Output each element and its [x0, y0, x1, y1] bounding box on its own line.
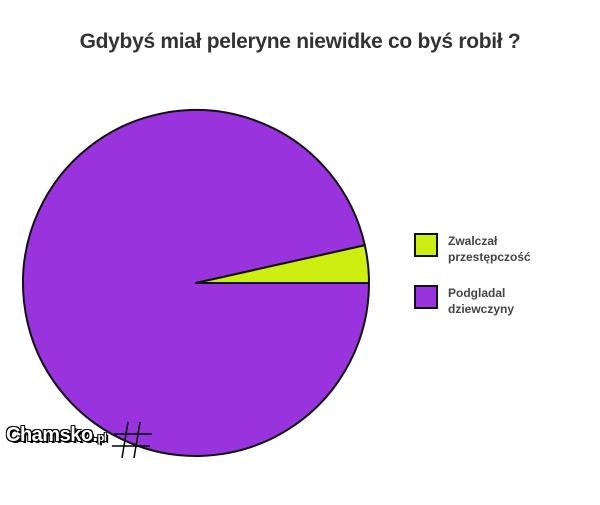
watermark: Chamsko.pl	[6, 424, 107, 446]
watermark-name: Chamsko	[6, 424, 93, 446]
chart-title: Gdybyś miał peleryne niewidke co byś rob…	[79, 30, 521, 53]
legend-label: Zwalczał przestępczość	[448, 234, 531, 264]
legend-item: Zwalczał przestępczość	[414, 233, 543, 265]
watermark-suffix: pl	[97, 432, 107, 444]
watermark-icon	[112, 421, 152, 459]
legend-label: Podgladal dziewczyny	[448, 286, 515, 316]
pie-slice	[195, 244, 370, 284]
legend-swatch	[414, 285, 438, 309]
legend-swatch	[414, 233, 438, 257]
legend-item: Podgladal dziewczyny	[414, 285, 543, 317]
